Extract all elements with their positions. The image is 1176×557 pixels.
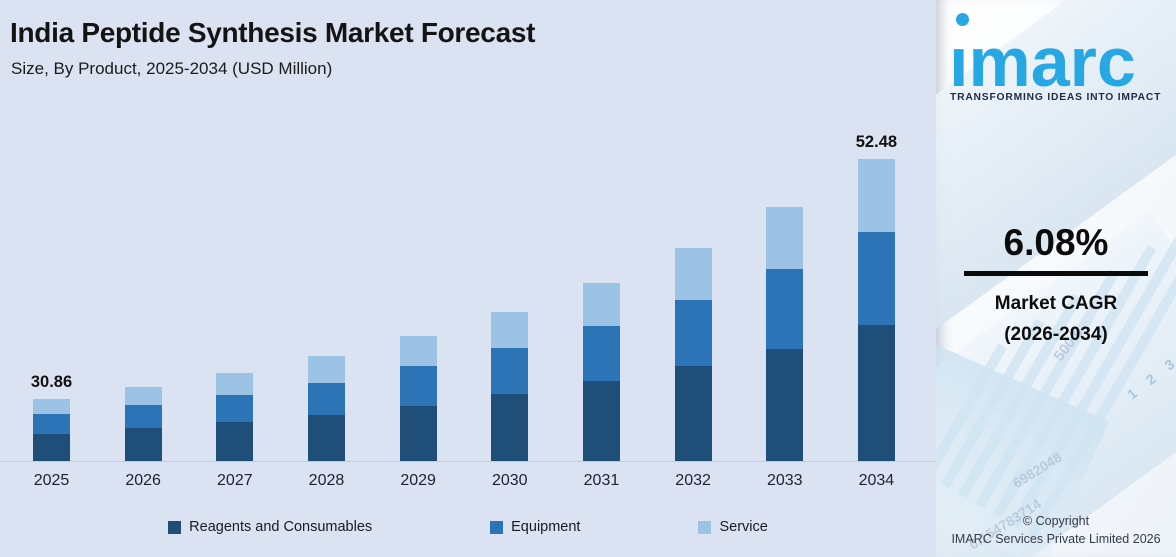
bar-segment-equipment [857, 232, 895, 325]
x-axis-label-2026: 2026 [125, 472, 161, 489]
legend-item-reagents-and-consumables: Reagents and Consumables [168, 519, 372, 535]
watermark-number: 6982048 [1009, 448, 1065, 492]
bar-segment-service [124, 387, 162, 405]
cagr-label-line1: Market CAGR [994, 293, 1118, 314]
bar-segment-reagents-and-consumables [307, 415, 345, 461]
legend-swatch-icon [698, 520, 712, 534]
bar-group-2027: 2027 [216, 373, 254, 489]
brand-panel: 500.0 1 2 3 4 6982048 0.154783714 ımarc … [936, 0, 1176, 557]
bar-segment-equipment [124, 405, 162, 428]
bar-segment-service [674, 248, 712, 300]
chart-section: India Peptide Synthesis Market Forecast … [0, 17, 936, 535]
legend-item-equipment: Equipment [490, 519, 580, 535]
bar-segment-reagents-and-consumables [216, 422, 254, 461]
copyright-line1: © Copyright [1022, 514, 1090, 528]
copyright-line2: IMARC Services Private Limited 2026 [951, 531, 1161, 546]
legend-label: Service [719, 519, 768, 535]
x-axis-label-2030: 2030 [491, 472, 528, 489]
bar-value-label-2025: 30.86 [30, 373, 73, 391]
bar-segment-service [216, 373, 254, 395]
bar-segment-service [766, 207, 804, 269]
logo-wordmark: ımarc [949, 23, 1136, 101]
x-axis-label-2031: 2031 [583, 472, 620, 489]
bar-segment-reagents-and-consumables [491, 394, 529, 461]
bar-stack [216, 373, 254, 461]
legend-label: Reagents and Consumables [189, 519, 373, 535]
bar-value-label-2034: 52.48 [855, 133, 898, 151]
bar-segment-equipment [674, 300, 712, 366]
x-axis-label-2025: 2025 [33, 472, 70, 489]
cagr-value: 6.08% [1003, 222, 1109, 263]
bar-stack [857, 159, 895, 461]
bar-stack [307, 356, 345, 461]
watermark-chart-bar [936, 343, 1008, 479]
bar-segment-reagents-and-consumables [33, 434, 70, 461]
bar-segment-equipment [399, 366, 437, 406]
x-axis-label-2032: 2032 [675, 472, 711, 489]
chart-legend: Reagents and Consumables Equipment Servi… [0, 519, 936, 535]
chart-title: India Peptide Synthesis Market Forecast [10, 17, 536, 48]
bar-segment-equipment [491, 348, 529, 394]
bar-stack [582, 283, 620, 461]
logo-tagline: TRANSFORMING IDEAS INTO IMPACT [950, 92, 1162, 103]
bar-segment-reagents-and-consumables [124, 428, 162, 461]
bar-segment-reagents-and-consumables [766, 349, 804, 461]
bar-group-2031: 2031 [582, 283, 620, 489]
bar-segment-service [399, 336, 437, 366]
bar-group-2033: 2033 [766, 207, 804, 489]
bar-stack [33, 399, 70, 461]
cagr-label-line2: (2026-2034) [1004, 324, 1108, 346]
legend-label: Equipment [511, 519, 581, 535]
bar-segment-reagents-and-consumables [399, 406, 437, 461]
chart-subtitle: Size, By Product, 2025-2034 (USD Million… [11, 59, 333, 78]
bar-segment-service [33, 399, 70, 414]
bar-segment-reagents-and-consumables [582, 381, 620, 461]
bar-stack [491, 312, 529, 461]
legend-swatch-icon [168, 520, 182, 534]
x-axis-label-2034: 2034 [858, 472, 895, 489]
bar-stack [124, 387, 162, 461]
bar-group-2025: 30.86 2025 [31, 373, 72, 489]
legend-swatch-icon [490, 520, 504, 534]
bar-segment-reagents-and-consumables [674, 366, 712, 461]
x-axis-line [0, 461, 936, 462]
x-axis-label-2027: 2027 [217, 472, 253, 489]
bar-segment-equipment [766, 269, 804, 349]
cagr-divider [964, 271, 1148, 276]
bar-segment-equipment [216, 395, 254, 422]
bar-group-2028: 2028 [307, 356, 345, 489]
bar-group-2034: 52.48 2034 [856, 133, 897, 489]
bar-stack [766, 207, 804, 461]
legend-item-service: Service [698, 519, 768, 535]
bar-segment-equipment [307, 383, 345, 415]
bar-segment-service [582, 283, 620, 326]
bar-segment-equipment [582, 326, 620, 381]
cagr-block: 6.08% Market CAGR (2026-2034) [936, 222, 1176, 351]
x-axis-label-2028: 2028 [308, 472, 345, 489]
bar-stack [674, 248, 712, 461]
x-axis-label-2029: 2029 [400, 472, 436, 489]
bar-group-2029: 2029 [399, 336, 437, 489]
copyright-block: © Copyright IMARC Services Private Limit… [936, 513, 1176, 548]
bar-segment-service [857, 159, 895, 232]
bar-segment-reagents-and-consumables [857, 325, 895, 461]
bar-segment-equipment [33, 414, 70, 434]
bar-group-2032: 2032 [674, 248, 712, 489]
bar-segment-service [491, 312, 529, 348]
bar-group-2030: 2030 [491, 312, 529, 489]
bar-segment-service [307, 356, 345, 383]
bar-stack [399, 336, 437, 461]
plot-area: 30.86 2025 2026 2027 2028 2029 2030 2031 2032 203… [31, 133, 897, 489]
x-axis-label-2033: 2033 [766, 472, 803, 489]
bar-group-2026: 2026 [124, 387, 162, 489]
